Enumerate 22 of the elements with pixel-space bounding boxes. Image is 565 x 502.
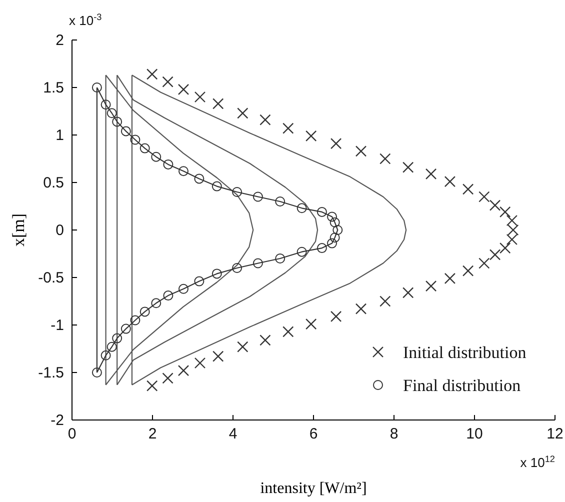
x-tick-label: 4: [228, 426, 238, 443]
y-tick-label: 0: [56, 222, 64, 239]
x-tick-label: 0: [68, 426, 76, 443]
x-tick-label: 10: [466, 426, 483, 443]
legend-label: Final distribution: [403, 376, 522, 395]
legend-label: Initial distribution: [403, 343, 527, 362]
y-tick-label: 1.5: [43, 79, 64, 96]
y-tick-label: 0.5: [43, 174, 64, 192]
y-tick-label: -2: [50, 412, 64, 429]
y-tick-label: -1: [50, 316, 64, 334]
x-tick-label: 8: [390, 426, 398, 443]
x-tick-label: 6: [309, 426, 318, 443]
text: x 10$^{-3}$: [69, 12, 102, 28]
y-tick-label: -0.5: [38, 269, 64, 286]
x-tick-label: 2: [148, 426, 157, 443]
text: x 10$^{12}$: [520, 454, 555, 470]
y-tick-label: 1: [56, 126, 64, 144]
x-axis-title: intensity [W/m²]: [260, 480, 367, 497]
y-tick-label: 2: [56, 32, 64, 49]
x-tick-label: 12: [546, 426, 564, 443]
y-axis-title: x[m]: [9, 213, 28, 247]
y-tick-label: -1.5: [38, 364, 64, 382]
